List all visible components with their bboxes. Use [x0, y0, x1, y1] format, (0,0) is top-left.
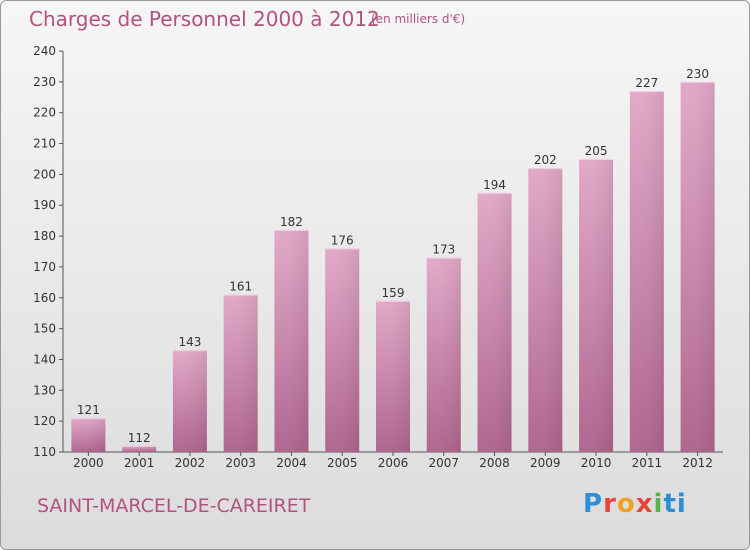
bar-shade	[426, 257, 461, 452]
y-tick-label: 180	[33, 229, 56, 243]
bar-value-label: 176	[331, 233, 354, 247]
y-tick-label: 220	[33, 106, 56, 120]
y-tick-label: 130	[33, 383, 56, 397]
bar-shade	[477, 192, 512, 452]
y-tick-label: 160	[33, 291, 56, 305]
bar-value-label: 194	[483, 178, 506, 192]
x-tick-label: 2001	[124, 456, 155, 470]
y-tick-label: 170	[33, 260, 56, 274]
x-tick-label: 2008	[479, 456, 510, 470]
x-tick-label: 2010	[581, 456, 612, 470]
bar-value-label: 205	[585, 144, 608, 158]
logo-letter: o	[616, 489, 636, 519]
y-tick-label: 240	[33, 44, 56, 58]
logo-letter: i	[653, 489, 664, 519]
chart-title: Charges de Personnel 2000 à 2012	[29, 7, 380, 31]
bar-shade	[223, 294, 258, 452]
bar-value-label: 227	[635, 76, 658, 90]
x-tick-label: 2000	[73, 456, 104, 470]
town-name: SAINT-MARCEL-DE-CAREIRET	[37, 495, 311, 517]
bar-shade	[629, 91, 664, 452]
x-tick-label: 2007	[428, 456, 459, 470]
y-tick-label: 120	[33, 414, 56, 428]
logo-letter: r	[603, 489, 617, 519]
logo-letter: P	[583, 489, 604, 519]
y-tick-label: 230	[33, 75, 56, 89]
bar-shade	[579, 158, 614, 452]
y-tick-label: 190	[33, 198, 56, 212]
bar-value-label: 143	[178, 335, 201, 349]
x-tick-label: 2006	[378, 456, 409, 470]
bar-shade	[71, 418, 106, 452]
bar-value-label: 161	[229, 280, 252, 294]
bar-shade	[680, 81, 715, 452]
logo-letter: ti	[663, 489, 687, 519]
y-tick-label: 140	[33, 352, 56, 366]
bar-shade	[376, 300, 410, 452]
x-tick-label: 2003	[225, 456, 256, 470]
bar-value-label: 202	[534, 153, 557, 167]
bar-value-label: 182	[280, 215, 303, 229]
y-tick-label: 150	[33, 322, 56, 336]
x-tick-label: 2002	[175, 456, 206, 470]
y-tick-label: 110	[33, 445, 56, 459]
y-tick-label: 210	[33, 137, 56, 151]
bar-shade	[172, 350, 207, 452]
chart-subtitle: (en milliers d'€)	[371, 12, 466, 26]
bar-shade	[528, 168, 563, 452]
bar-value-label: 173	[432, 243, 455, 257]
bar-shade	[325, 248, 360, 452]
x-tick-label: 2009	[530, 456, 561, 470]
bar-value-label: 159	[382, 286, 405, 300]
y-tick-label: 200	[33, 167, 56, 181]
bar-shade	[122, 445, 157, 452]
x-tick-label: 2011	[632, 456, 663, 470]
x-tick-label: 2005	[327, 456, 358, 470]
proxiti-logo: Proxiti	[583, 489, 687, 519]
bar-value-label: 121	[77, 403, 100, 417]
logo-letter: x	[635, 489, 654, 519]
bar-value-label: 112	[128, 431, 151, 445]
bar-shade	[274, 229, 309, 452]
x-tick-label: 2004	[276, 456, 307, 470]
bar-value-label: 230	[686, 67, 709, 81]
x-tick-label: 2012	[682, 456, 713, 470]
